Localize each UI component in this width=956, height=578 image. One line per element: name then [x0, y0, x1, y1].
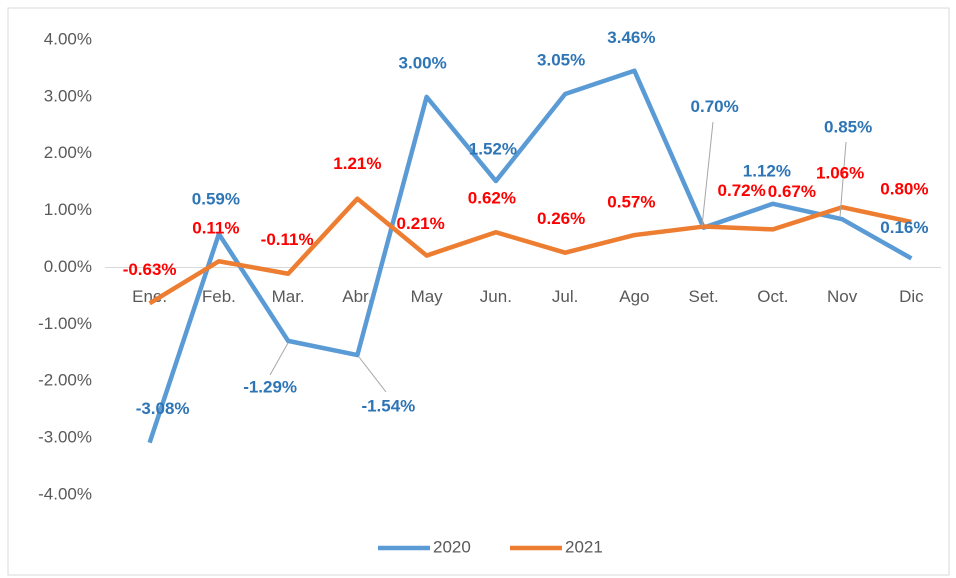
data-label: 0.11% — [192, 219, 239, 238]
data-label: 0.57% — [607, 193, 655, 212]
x-tick-label: Jul. — [552, 287, 578, 306]
data-label: 0.72% — [718, 181, 766, 200]
data-label: 0.59% — [192, 189, 240, 208]
data-label: 1.12% — [743, 161, 791, 180]
x-tick-label: Ene. — [132, 287, 167, 306]
y-tick-label: 2.00% — [44, 143, 92, 162]
data-label: -1.54% — [361, 397, 415, 416]
data-label: -0.63% — [123, 260, 177, 279]
data-label: 0.67% — [768, 182, 816, 201]
y-tick-label: -4.00% — [38, 484, 92, 503]
data-label: 1.06% — [816, 164, 864, 183]
data-label: 3.00% — [399, 53, 447, 72]
y-tick-label: 4.00% — [44, 29, 92, 48]
series-line — [148, 196, 912, 306]
leader-line — [269, 342, 289, 376]
y-tick-label: -1.00% — [38, 314, 92, 333]
data-label: 0.26% — [537, 209, 585, 228]
x-tick-label: May — [411, 287, 444, 306]
legend-label: 2020 — [433, 537, 471, 556]
data-label: 3.05% — [537, 51, 585, 70]
x-tick-label: Jun. — [480, 287, 512, 306]
x-tick-label: Set. — [689, 287, 719, 306]
data-label: 0.70% — [691, 97, 739, 116]
x-tick-label: Nov — [827, 287, 858, 306]
y-tick-label: 1.00% — [44, 200, 92, 219]
data-label: 0.21% — [397, 214, 445, 233]
x-tick-label: Mar. — [272, 287, 305, 306]
x-tick-label: Feb. — [202, 287, 236, 306]
y-tick-label: 3.00% — [44, 86, 92, 105]
y-tick-label: -2.00% — [38, 371, 92, 390]
data-label: 0.16% — [880, 218, 928, 237]
data-label: 0.62% — [468, 189, 516, 208]
y-tick-label: -3.00% — [38, 428, 92, 447]
x-tick-label: Ago — [619, 287, 649, 306]
data-label: -3.08% — [136, 399, 190, 418]
data-label: 3.46% — [607, 28, 655, 47]
data-label: -1.29% — [243, 377, 297, 396]
leader-line — [358, 356, 387, 393]
y-tick-label: 0.00% — [44, 257, 92, 276]
x-tick-label: Dic — [899, 287, 924, 306]
x-tick-label: Abr. — [342, 287, 372, 306]
data-label: 0.80% — [880, 179, 928, 198]
leader-line — [839, 141, 847, 218]
legend-label: 2021 — [565, 537, 603, 556]
data-label: 0.85% — [824, 118, 872, 137]
data-label: -0.11% — [261, 230, 314, 249]
data-label: 1.21% — [333, 154, 381, 173]
series-line — [147, 68, 913, 444]
data-label: 1.52% — [469, 140, 517, 159]
leader-line — [701, 121, 714, 227]
x-tick-label: Oct. — [757, 287, 788, 306]
